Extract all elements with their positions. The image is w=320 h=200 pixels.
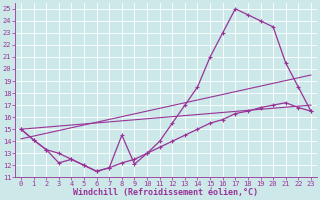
X-axis label: Windchill (Refroidissement éolien,°C): Windchill (Refroidissement éolien,°C) [74,188,259,197]
